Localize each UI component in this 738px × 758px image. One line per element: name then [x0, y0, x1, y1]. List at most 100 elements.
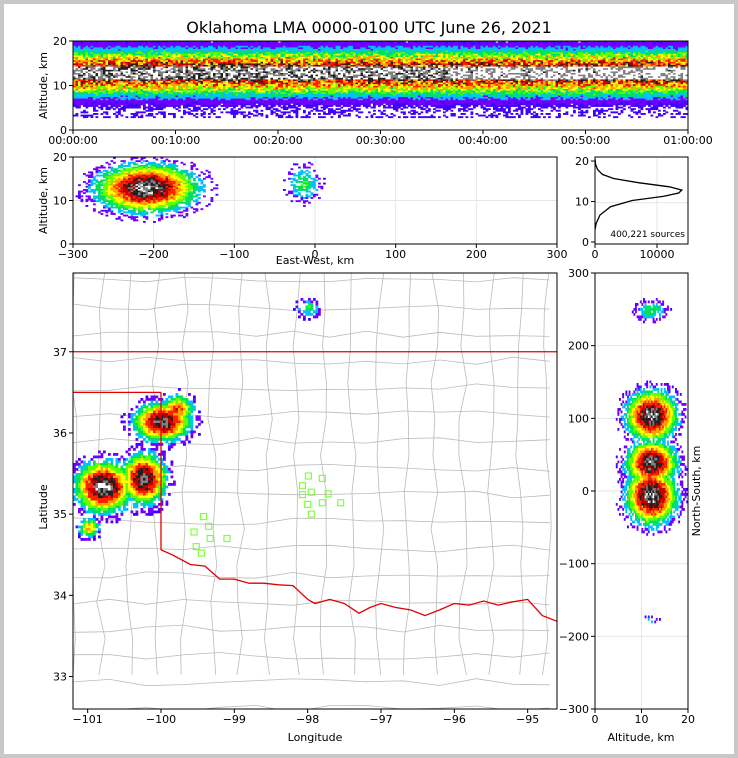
density-cell — [260, 61, 264, 64]
density-cell — [220, 47, 224, 50]
density-cell — [170, 68, 174, 71]
density-cell — [108, 77, 111, 80]
density-cell — [83, 52, 86, 55]
density-cell — [253, 87, 256, 90]
density-cell — [200, 101, 204, 104]
density-cell — [95, 101, 99, 104]
density-cell — [283, 106, 286, 109]
density-cell — [290, 50, 294, 53]
density-cell — [198, 73, 201, 75]
density-cell — [165, 63, 169, 66]
density-cell — [238, 69, 241, 72]
density-cell — [140, 49, 144, 51]
density-cell — [93, 95, 96, 98]
density-cell — [153, 42, 156, 45]
density-cell — [340, 68, 344, 71]
density-cell — [233, 58, 236, 61]
density-cell — [190, 89, 194, 91]
density-cell — [78, 58, 81, 61]
density-cell — [355, 47, 359, 50]
density-cell — [325, 63, 329, 66]
density-cell — [290, 68, 294, 71]
density-cell — [170, 66, 174, 69]
density-cell — [183, 103, 186, 106]
density-cell — [343, 111, 346, 114]
density-cell — [285, 97, 289, 99]
density-cell — [340, 57, 344, 59]
density-cell — [350, 79, 354, 82]
density-cell — [288, 95, 291, 98]
density-cell — [78, 89, 81, 91]
density-cell — [220, 68, 224, 71]
density-cell — [108, 101, 111, 104]
density-cell — [310, 52, 314, 55]
density-cell — [288, 81, 291, 83]
density-cell — [95, 92, 99, 95]
density-cell — [273, 73, 276, 75]
density-cell — [275, 82, 279, 85]
density-cell — [225, 92, 229, 95]
density-cell — [248, 41, 251, 43]
density-cell — [150, 108, 154, 111]
density-cell — [335, 111, 339, 114]
density-cell — [248, 93, 251, 96]
density-cell — [280, 52, 284, 55]
density-cell — [108, 65, 111, 67]
density-cell — [300, 77, 304, 80]
density-cell — [208, 87, 211, 90]
density-cell — [320, 60, 324, 63]
density-cell — [178, 97, 181, 99]
density-cell — [330, 79, 334, 82]
density-cell — [270, 85, 274, 88]
density-cell — [353, 57, 356, 59]
density-cell — [170, 69, 174, 72]
density-cell — [260, 92, 264, 95]
density-cell — [73, 79, 76, 82]
density-cell — [118, 84, 121, 87]
density-cell — [135, 74, 139, 77]
density-cell — [268, 50, 271, 53]
density-cell — [350, 60, 354, 63]
density-cell — [110, 71, 114, 74]
density-cell — [288, 63, 291, 66]
density-cell — [268, 87, 271, 90]
density-cell — [95, 74, 99, 77]
density-cell — [240, 74, 244, 77]
density-cell — [303, 84, 306, 87]
density-cell — [318, 76, 321, 79]
density-cell — [313, 92, 316, 95]
density-cell — [298, 61, 301, 64]
density-cell — [183, 100, 186, 103]
density-cell — [280, 84, 284, 87]
density-cell — [288, 68, 291, 71]
density-cell — [303, 66, 306, 69]
density-cell — [225, 105, 229, 107]
density-cell — [225, 53, 229, 56]
density-cell — [138, 103, 141, 106]
density-cell — [303, 87, 306, 90]
density-cell — [140, 82, 144, 85]
density-cell — [345, 85, 349, 88]
density-cell — [260, 47, 264, 50]
density-cell — [345, 109, 349, 112]
density-cell — [218, 53, 221, 56]
density-cell — [175, 69, 179, 72]
density-cell — [185, 42, 189, 45]
density-cell — [133, 69, 136, 72]
density-cell — [120, 68, 124, 71]
density-cell — [168, 97, 171, 99]
density-cell — [205, 50, 209, 53]
density-cell — [135, 52, 139, 55]
density-cell — [218, 47, 221, 50]
density-cell — [75, 85, 79, 88]
density-cell — [328, 53, 331, 56]
density-cell — [205, 45, 209, 48]
density-cell — [98, 79, 101, 82]
density-cell — [178, 42, 181, 45]
density-cell — [293, 61, 296, 64]
density-cell — [270, 95, 274, 98]
density-cell — [335, 97, 339, 99]
density-cell — [310, 57, 314, 59]
density-cell — [83, 87, 86, 90]
density-cell — [290, 47, 294, 50]
